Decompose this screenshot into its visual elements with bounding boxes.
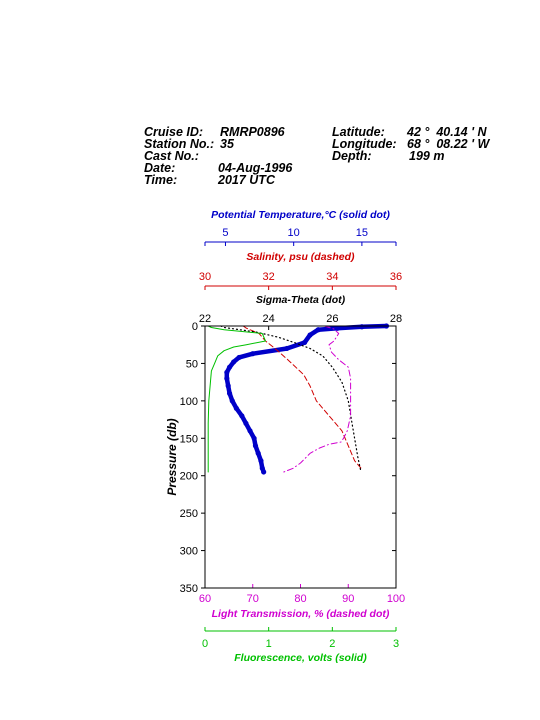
station-label: Station No.: [144,137,215,151]
date-value: 04-Aug-1996 [218,161,293,175]
time-label: Time: [144,173,178,187]
salinity-axis-title: Salinity, psu (dashed) [246,251,355,263]
y-tick-label: 150 [180,433,198,445]
y-tick-label: 100 [180,396,198,408]
temperature-data-point [359,324,365,330]
latitude-label: Latitude: [332,125,385,139]
time-value: 2017 UTC [218,173,275,187]
temperature-data-point [231,359,237,365]
transmission-tick-label: 60 [199,593,211,605]
temperature-profile-line [224,323,389,475]
depth-label: Depth: [332,149,372,163]
temperature-axis-title: Potential Temperature,°C (solid dot) [211,209,390,221]
y-tick-label: 300 [180,546,198,558]
transmission-tick-label: 100 [387,593,405,605]
y-tick-label: 50 [186,358,198,370]
transmission-tick-label: 90 [342,593,354,605]
sigma-tick-label: 24 [263,313,275,325]
station-value: 35 [220,137,234,151]
salinity-tick-label: 34 [326,271,338,283]
sigma-tick-label: 22 [199,313,211,325]
fluorescence-tick-label: 1 [266,638,272,650]
temperature-data-point [243,420,249,426]
sigma-axis-title: Sigma-Theta (dot) [256,294,346,306]
longitude-value: 68 ° 08.22 ' W [407,137,490,151]
temperature-data-point [229,398,235,404]
y-axis-label: Pressure (db) [165,418,179,495]
temperature-data-point [247,428,253,434]
temperature-data-point [301,339,308,346]
temperature-tick-label: 5 [222,227,228,239]
transmission-tick-label: 80 [294,593,306,605]
temperature-data-point [315,327,321,333]
temperature-data-point [236,354,242,361]
date-label: Date: [144,161,176,175]
temperature-data-point [239,413,245,419]
cruise-label: Cruise ID: [144,125,204,139]
temperature-data-point [261,469,267,475]
series-layer [207,323,390,475]
salinity-tick-label: 36 [390,271,402,283]
salinity-profile-line [242,325,362,469]
temperature-tick-label: 10 [288,227,300,239]
transmission-profile-line [283,325,352,473]
salinity-tick-label: 32 [263,271,275,283]
temperature-data-point [251,435,257,441]
y-tick-label: 350 [180,583,198,595]
cast-header: Cruise ID: RMRP0896 Station No.: 35 Cast… [0,0,540,200]
temperature-data-point [250,351,256,357]
temperature-data-point [226,364,233,370]
latitude-value: 42 ° 40.14 ' N [407,125,487,139]
temperature-data-point [258,458,264,464]
transmission-axis-title: Light Transmission, % (dashed dot) [212,608,390,620]
temperature-data-point [224,369,230,376]
sigma-tick-label: 28 [390,313,402,325]
temperature-data-point [255,450,261,456]
transmission-tick-label: 70 [247,593,259,605]
y-tick-label: 200 [180,471,198,483]
temperature-data-point [225,383,231,389]
y-tick-label: 0 [192,321,198,333]
temperature-data-point [252,443,259,449]
temperature-data-point [233,405,239,411]
cruise-value: RMRP0896 [220,125,285,139]
salinity-tick-label: 30 [199,271,211,283]
fluorescence-tick-label: 3 [393,638,399,650]
temperature-data-point [226,390,233,396]
temperature-tick-label: 15 [356,227,368,239]
y-tick-label: 250 [180,508,198,520]
fluorescence-tick-label: 2 [329,638,335,650]
temperature-data-point [224,375,230,381]
fluorescence-profile-line [207,325,266,473]
fluorescence-axis-title: Fluorescence, volts (solid) [234,652,367,664]
longitude-label: Longitude: [332,137,397,151]
plot-frame [204,325,397,589]
temperature-data-point [284,345,290,352]
cast-label: Cast No.: [144,149,199,163]
sigma-tick-label: 26 [326,313,338,325]
temperature-data-point [334,325,340,331]
depth-value: 199 m [409,149,445,163]
temperature-data-point [307,332,313,338]
fluorescence-tick-label: 0 [202,638,208,650]
